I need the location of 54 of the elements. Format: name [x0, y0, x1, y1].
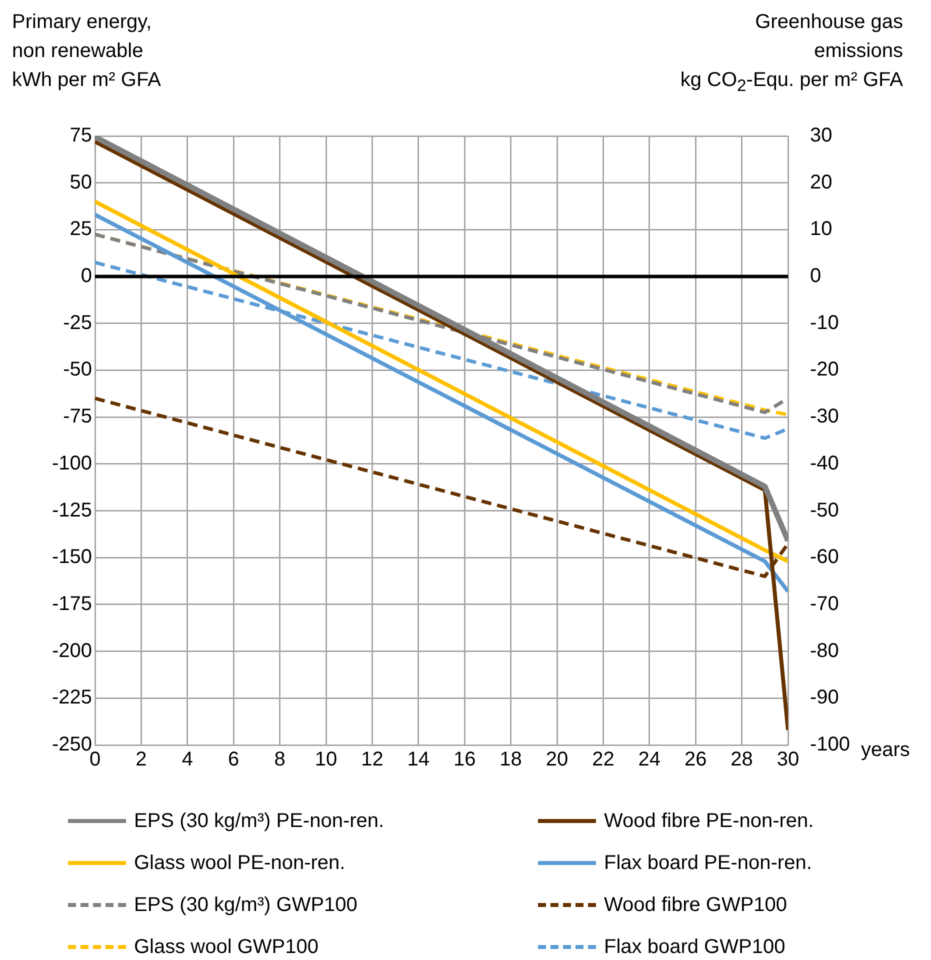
legend-label: EPS (30 kg/m³) PE-non-ren. [134, 808, 384, 834]
y2-tick-label: -100 [810, 734, 850, 756]
x-tick-label: 8 [274, 748, 286, 771]
x-tick-label: 20 [546, 748, 568, 771]
y-tick-label: -250 [52, 734, 92, 756]
y-tick-label: -75 [63, 406, 92, 428]
x-tick-label: 6 [228, 748, 240, 771]
y-tick-label: -225 [52, 686, 92, 709]
x-tick-label: 22 [592, 748, 614, 771]
y-tick-label: -25 [63, 312, 92, 334]
y-tick-label: 75 [70, 124, 92, 147]
legend-label: EPS (30 kg/m³) GWP100 [134, 892, 358, 918]
legend-label: Glass wool PE-non-ren. [134, 850, 346, 876]
y2-tick-label: 30 [810, 124, 832, 147]
legend-label: Flax board PE-non-ren. [604, 850, 812, 876]
legend-label: Wood fibre GWP100 [604, 892, 788, 918]
x-tick-label: 28 [730, 748, 753, 771]
y2-tick-label: -90 [810, 686, 839, 709]
y2-tick-label: -60 [810, 546, 839, 568]
x-tick-label: 2 [136, 748, 147, 771]
y2-tick-label: -40 [810, 452, 839, 474]
x-axis-title: years [861, 738, 910, 763]
y-tick-label: 50 [70, 171, 92, 194]
y-tick-label: -125 [52, 499, 92, 522]
x-tick-label: 16 [453, 748, 476, 771]
y2-tick-label: -20 [810, 358, 839, 381]
y-tick-label: 0 [80, 265, 92, 288]
y2-tick-label: -70 [810, 592, 839, 615]
text: Greenhouse gas emissions kg CO$_{2}$-Equ. per m² GFA [680, 11, 903, 95]
x-tick-label: 4 [182, 748, 193, 771]
y2-tick-label: 20 [810, 171, 832, 194]
x-tick-label: 18 [500, 748, 522, 771]
y-tick-label: -175 [52, 592, 92, 615]
y-tick-label: -50 [63, 358, 92, 381]
y2-tick-label: -80 [810, 640, 839, 662]
y-axis-title: Primary energy, non renewable kWh per m² GFA [12, 10, 161, 93]
legend-label: Wood fibre PE-non-ren. [604, 808, 814, 834]
x-tick-label: 24 [638, 748, 661, 771]
legend-label: Flax board GWP100 [604, 934, 786, 960]
x-tick-label: 10 [314, 748, 338, 771]
legend-label: Glass wool GWP100 [134, 934, 319, 960]
y-tick-label: 25 [70, 218, 92, 240]
y-tick-label: -100 [52, 452, 92, 474]
y2-tick-label: -10 [810, 312, 839, 334]
x-tick-label: 26 [684, 748, 707, 771]
x-tick-label: 12 [361, 748, 384, 771]
x-tick-label: 14 [407, 748, 430, 771]
y2-tick-label: 0 [810, 265, 822, 288]
y2-tick-label: 10 [810, 218, 832, 240]
x-tick-label: 30 [776, 748, 800, 771]
y2-tick-label: -30 [810, 406, 839, 428]
y-tick-label: -200 [52, 640, 92, 662]
y-tick-label: -150 [52, 546, 92, 568]
y2-tick-label: -50 [810, 499, 839, 522]
